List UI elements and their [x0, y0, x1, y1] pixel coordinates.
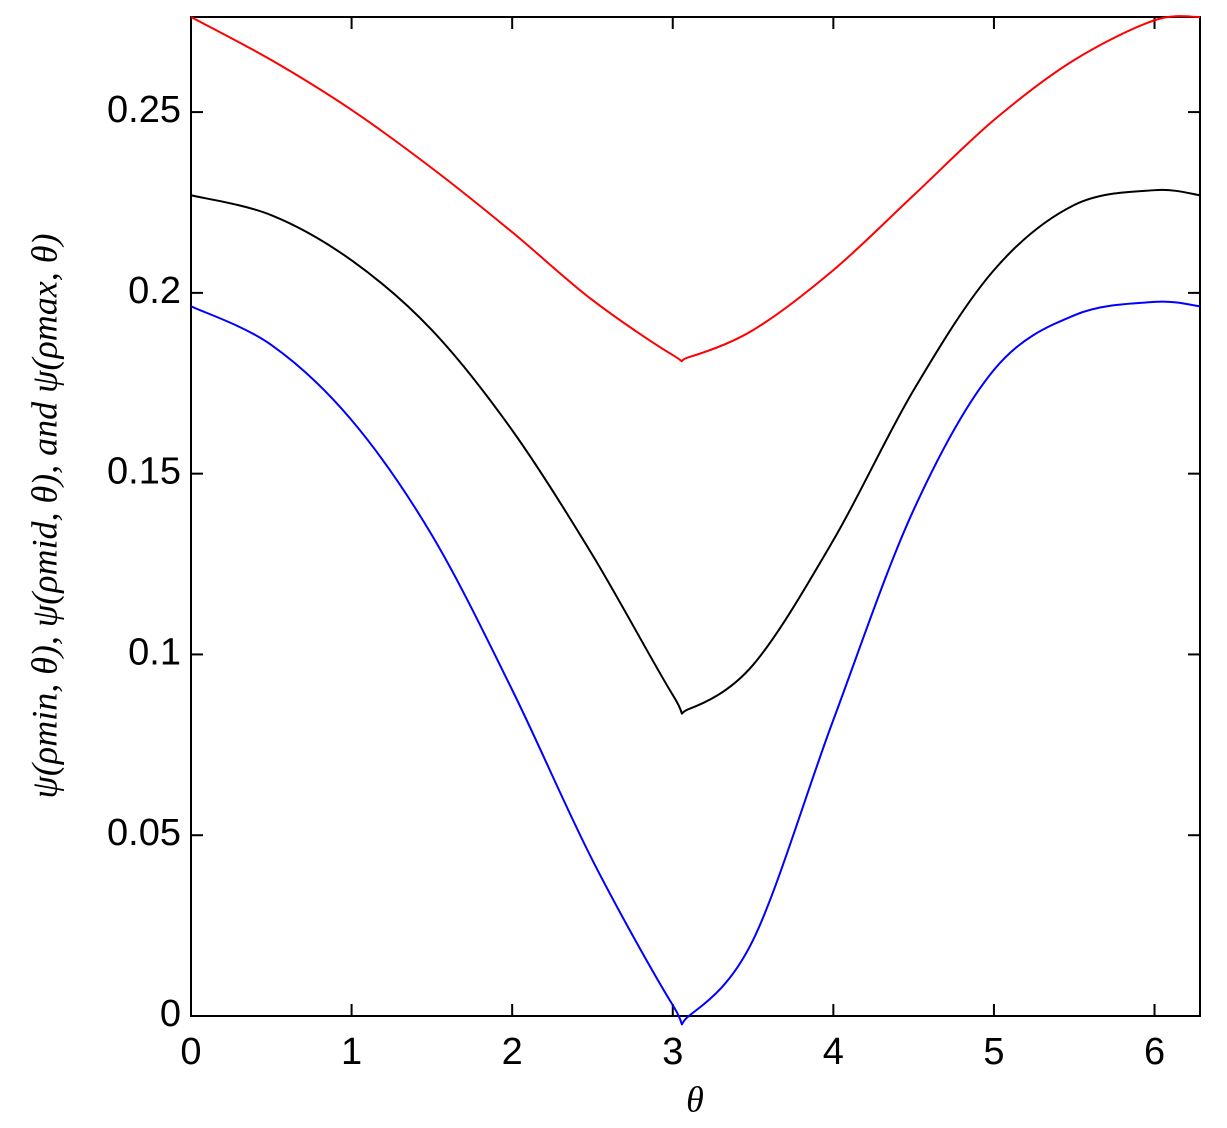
x-axis-label: θ: [686, 1079, 704, 1119]
x-tick-label: 4: [823, 1031, 844, 1073]
y-tick-label: 0.15: [107, 451, 181, 493]
y-tick-label: 0.1: [128, 631, 181, 673]
x-tick-label: 6: [1144, 1031, 1165, 1073]
x-tick-label: 5: [983, 1031, 1004, 1073]
plot-frame: [190, 16, 1201, 1017]
y-tick-label: 0.05: [107, 812, 181, 854]
line-series: [190, 188, 1201, 715]
y-tick-label: 0.2: [128, 270, 181, 312]
y-axis-label: ψ(ρmin, θ), ψ(ρmid, θ), and ψ(ρmax, θ): [24, 234, 64, 799]
x-tick-label: 2: [502, 1031, 523, 1073]
x-tick-label: 3: [662, 1031, 683, 1073]
y-tick-label: 0: [160, 993, 181, 1035]
y-tick-label: 0.25: [107, 89, 181, 131]
line-series: [190, 300, 1201, 1026]
line-series: [190, 15, 1201, 363]
x-tick-label: 0: [180, 1031, 201, 1073]
x-tick-label: 1: [341, 1031, 362, 1073]
